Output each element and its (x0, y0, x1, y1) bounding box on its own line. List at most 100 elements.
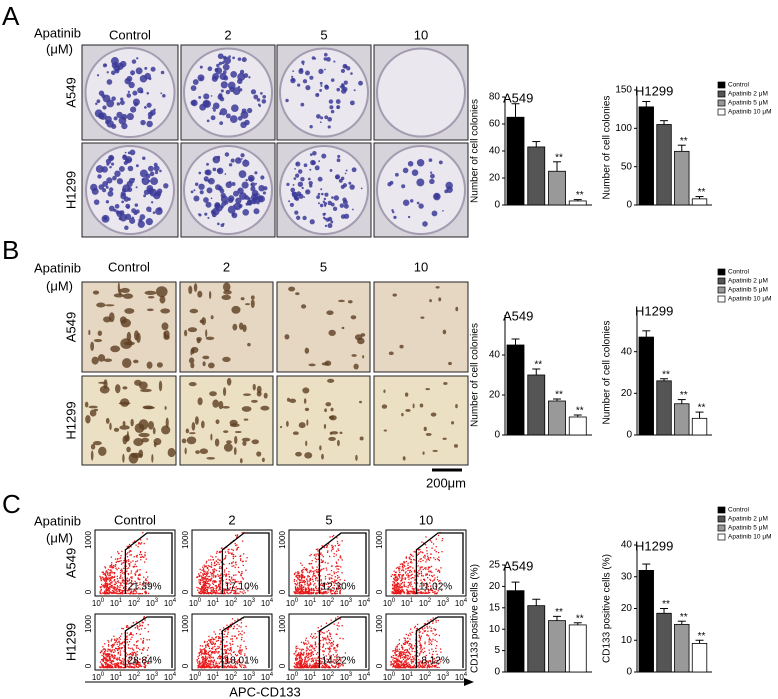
event-dot (112, 666, 114, 669)
event-dot (294, 582, 296, 585)
colony (204, 212, 208, 216)
event-dot (134, 592, 136, 595)
event-dot (328, 648, 331, 650)
gate (124, 532, 173, 594)
colony (145, 218, 153, 226)
event-dot (238, 592, 240, 595)
colony (189, 308, 199, 314)
event-dot (339, 590, 341, 592)
event-dot (300, 585, 302, 587)
event-dot (309, 555, 311, 557)
colony (300, 102, 305, 107)
event-dot (395, 571, 397, 573)
event-dot (231, 622, 233, 624)
event-dot (139, 543, 142, 545)
event-dot (197, 656, 199, 658)
event-dot (435, 585, 438, 588)
event-dot (241, 570, 243, 573)
event-dot (341, 540, 343, 542)
event-dot (329, 656, 331, 658)
event-dot (114, 647, 117, 650)
colony (295, 173, 300, 178)
colony (412, 403, 415, 409)
event-dot (411, 588, 414, 590)
event-dot (431, 640, 433, 642)
colony (217, 53, 224, 60)
event-dot (337, 585, 339, 588)
event-dot (339, 592, 341, 594)
panel-letter: B (2, 235, 19, 265)
event-dot (438, 571, 441, 573)
event-dot (128, 579, 131, 582)
event-dot (329, 655, 331, 657)
event-dot (426, 559, 428, 561)
event-dot (334, 579, 336, 581)
event-dot (208, 654, 210, 656)
tick-exp: 4 (464, 672, 468, 678)
event-dot (137, 569, 139, 571)
event-dot (140, 652, 143, 654)
event-dot (207, 580, 210, 582)
flow-x-tick: 101 (401, 598, 414, 609)
event-dot (113, 588, 116, 590)
tick-base: 10 (128, 673, 137, 682)
event-dot (296, 658, 299, 660)
event-dot (227, 657, 229, 660)
tick-base: 10 (419, 673, 428, 682)
event-dot (399, 652, 402, 655)
event-dot (105, 590, 108, 592)
event-dot (229, 647, 231, 649)
event-dot (437, 619, 439, 622)
event-dot (213, 581, 215, 583)
event-dot (309, 579, 312, 581)
event-dot (209, 650, 212, 652)
tick-base: 10 (164, 599, 173, 608)
event-dot (206, 644, 208, 646)
event-dot (426, 583, 428, 586)
event-dot (307, 585, 310, 587)
event-dot (220, 648, 222, 650)
event-dot (337, 571, 339, 573)
column-header: 2 (228, 512, 235, 527)
event-dot (141, 592, 143, 595)
event-dot (102, 652, 104, 654)
event-dot (337, 616, 339, 618)
tick-base: 10 (225, 599, 234, 608)
event-dot (229, 666, 231, 668)
tick-base: 10 (92, 673, 101, 682)
event-dot (410, 644, 413, 647)
event-dot (218, 657, 221, 660)
event-dot (222, 592, 225, 595)
event-dot (145, 558, 147, 560)
colony (143, 406, 155, 410)
event-dot (232, 589, 234, 592)
event-dot (320, 582, 323, 584)
event-dot (317, 553, 319, 555)
colony (210, 95, 213, 97)
tick-base: 10 (358, 599, 367, 608)
event-dot (337, 622, 340, 624)
event-dot (126, 546, 128, 548)
event-dot (306, 582, 309, 584)
colony (126, 331, 132, 342)
event-dot (336, 540, 339, 543)
event-dot (106, 659, 109, 661)
event-dot (240, 573, 242, 575)
event-dot (301, 590, 303, 593)
colony (111, 96, 116, 101)
event-dot (112, 656, 114, 658)
colony (257, 103, 261, 107)
unit-label: (μM) (46, 41, 73, 56)
event-dot (394, 652, 396, 655)
event-dot (404, 638, 406, 640)
colony (329, 431, 333, 435)
colony (106, 162, 110, 166)
colony (286, 420, 289, 427)
event-dot (203, 566, 206, 568)
event-dot (325, 622, 328, 624)
colony (216, 63, 220, 68)
event-dot (319, 575, 321, 577)
colony (336, 87, 341, 92)
event-dot (227, 629, 229, 631)
event-dot (102, 577, 105, 579)
